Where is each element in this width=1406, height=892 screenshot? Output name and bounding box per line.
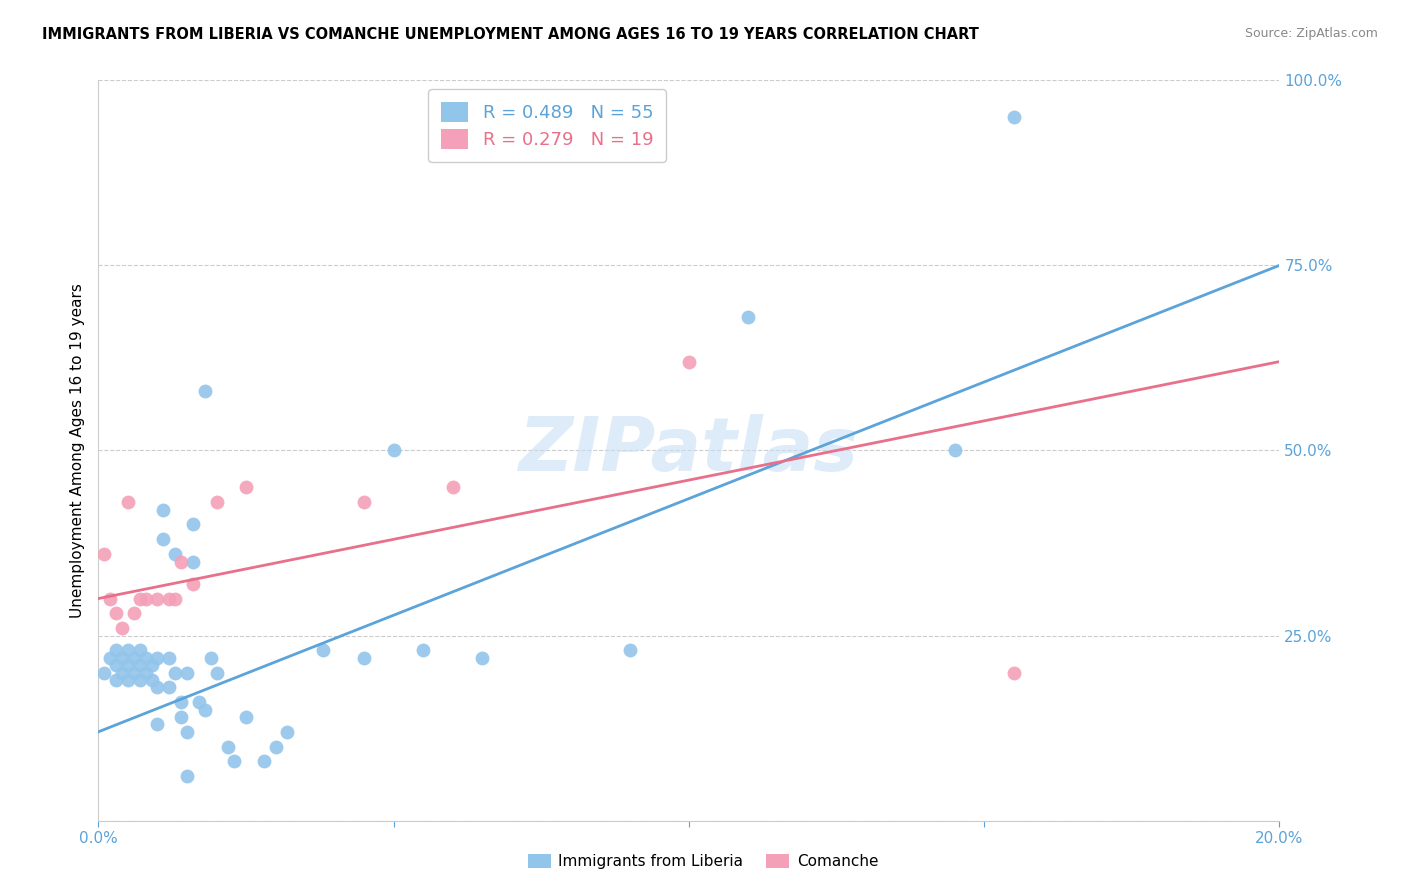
Point: [122, 665, 145, 680]
Point: [111, 665, 134, 680]
Point: [98, 650, 121, 665]
Point: [170, 555, 193, 569]
Point: [943, 443, 966, 458]
Point: [122, 607, 145, 621]
Point: [200, 650, 222, 665]
Point: [170, 710, 193, 724]
Text: ZIPatlas: ZIPatlas: [519, 414, 859, 487]
Point: [111, 621, 134, 635]
Point: [93, 547, 115, 561]
Point: [181, 555, 204, 569]
Point: [1002, 665, 1025, 680]
Point: [141, 658, 163, 673]
Y-axis label: Unemployment Among Ages 16 to 19 years: Unemployment Among Ages 16 to 19 years: [69, 283, 84, 618]
Point: [165, 547, 187, 561]
Point: [128, 591, 150, 606]
Point: [117, 495, 139, 509]
Point: [176, 769, 198, 783]
Point: [276, 724, 298, 739]
Point: [165, 665, 187, 680]
Point: [176, 665, 198, 680]
Point: [181, 517, 204, 532]
Point: [152, 502, 174, 516]
Point: [111, 650, 134, 665]
Point: [217, 739, 239, 754]
Point: [187, 695, 209, 709]
Point: [253, 755, 276, 769]
Point: [117, 673, 139, 687]
Point: [181, 576, 204, 591]
Point: [157, 681, 180, 695]
Point: [146, 591, 169, 606]
Point: [412, 643, 434, 657]
Point: [117, 643, 139, 657]
Point: [157, 650, 180, 665]
Point: [146, 650, 169, 665]
Point: [264, 739, 287, 754]
Point: [194, 703, 217, 717]
Legend: R = 0.489   N = 55, R = 0.279   N = 19: R = 0.489 N = 55, R = 0.279 N = 19: [429, 89, 666, 161]
Point: [128, 643, 150, 657]
Point: [117, 658, 139, 673]
Point: [105, 643, 128, 657]
Point: [105, 658, 128, 673]
Point: [135, 650, 157, 665]
Point: [157, 591, 180, 606]
Point: [141, 673, 163, 687]
Point: [205, 665, 228, 680]
Point: [146, 717, 169, 731]
Point: [98, 591, 121, 606]
Point: [135, 665, 157, 680]
Point: [737, 310, 759, 325]
Point: [93, 665, 115, 680]
Point: [471, 650, 494, 665]
Point: [105, 607, 128, 621]
Point: [678, 354, 700, 368]
Point: [146, 681, 169, 695]
Point: [312, 643, 335, 657]
Point: [170, 695, 193, 709]
Point: [353, 495, 375, 509]
Text: IMMIGRANTS FROM LIBERIA VS COMANCHE UNEMPLOYMENT AMONG AGES 16 TO 19 YEARS CORRE: IMMIGRANTS FROM LIBERIA VS COMANCHE UNEM…: [42, 27, 979, 42]
Point: [353, 650, 375, 665]
Text: Source: ZipAtlas.com: Source: ZipAtlas.com: [1244, 27, 1378, 40]
Point: [235, 480, 257, 494]
Point: [152, 533, 174, 547]
Point: [382, 443, 405, 458]
Point: [235, 710, 257, 724]
Point: [441, 480, 464, 494]
Point: [135, 591, 157, 606]
Point: [128, 658, 150, 673]
Point: [224, 755, 246, 769]
Point: [176, 724, 198, 739]
Point: [165, 591, 187, 606]
Point: [1002, 111, 1025, 125]
Legend: Immigrants from Liberia, Comanche: Immigrants from Liberia, Comanche: [522, 848, 884, 875]
Point: [194, 384, 217, 399]
Point: [128, 673, 150, 687]
Point: [105, 673, 128, 687]
Point: [619, 643, 641, 657]
Point: [205, 495, 228, 509]
Point: [122, 650, 145, 665]
